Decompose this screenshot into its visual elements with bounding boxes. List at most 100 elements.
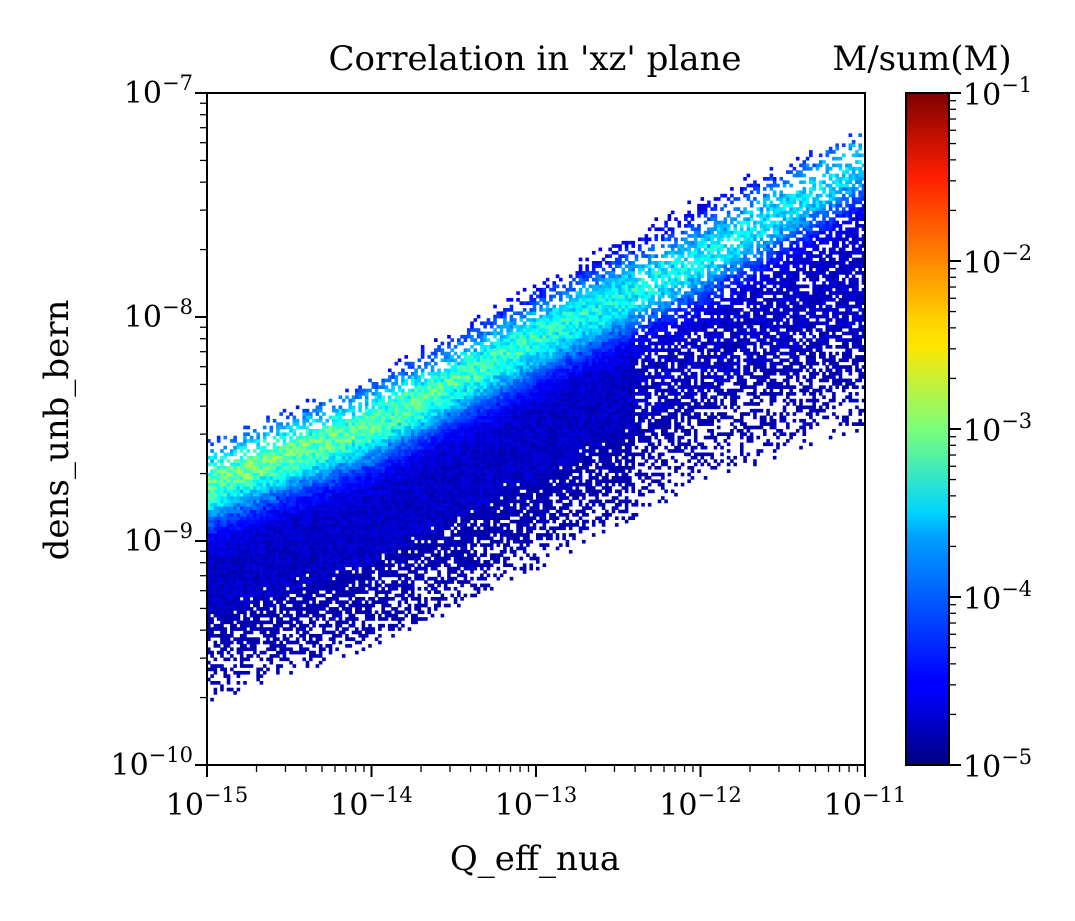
- heatmap-cell: [463, 576, 468, 581]
- heatmap-cell: [434, 603, 438, 608]
- heatmap-cell: [223, 546, 228, 551]
- heatmap-cell: [213, 492, 218, 497]
- heatmap-cell: [285, 519, 290, 524]
- heatmap-cell: [351, 439, 356, 443]
- heatmap-cell: [239, 593, 244, 598]
- heatmap-cell: [361, 496, 366, 500]
- heatmap-cell: [289, 580, 293, 584]
- heatmap-cell: [414, 449, 418, 453]
- heatmap-cell: [443, 499, 448, 504]
- heatmap-cell: [414, 482, 418, 487]
- heatmap-cell: [312, 620, 316, 625]
- heatmap-cell: [312, 533, 316, 537]
- heatmap-cell: [315, 412, 320, 416]
- heatmap-cell: [391, 442, 395, 447]
- heatmap-cell: [338, 583, 343, 588]
- heatmap-cell: [213, 566, 218, 571]
- heatmap-cell: [289, 549, 293, 554]
- heatmap-cell: [401, 580, 405, 584]
- heatmap-cell: [341, 496, 346, 500]
- heatmap-cell: [230, 617, 234, 621]
- heatmap-cell: [443, 405, 448, 410]
- heatmap-cell: [220, 502, 224, 507]
- heatmap-cell: [230, 543, 234, 547]
- heatmap-cell: [322, 607, 326, 611]
- heatmap-cell: [404, 462, 408, 467]
- heatmap-cell: [437, 429, 441, 433]
- heatmap-cell: [371, 486, 376, 490]
- heatmap-cell: [236, 509, 241, 514]
- heatmap-cell: [427, 432, 432, 437]
- heatmap-cell: [236, 476, 241, 480]
- heatmap-cell: [285, 657, 290, 662]
- heatmap-cell: [332, 583, 336, 588]
- heatmap-cell: [410, 361, 415, 366]
- heatmap-cell: [453, 462, 458, 467]
- heatmap-cell: [308, 519, 313, 524]
- heatmap-cell: [335, 546, 339, 551]
- heatmap-cell: [266, 610, 270, 615]
- heatmap-cell: [338, 435, 343, 440]
- heatmap-cell: [239, 492, 244, 497]
- heatmap-cell: [282, 566, 287, 571]
- heatmap-cell: [256, 539, 260, 544]
- heatmap-cell: [351, 455, 356, 460]
- heatmap-cell: [463, 509, 468, 514]
- heatmap-cell: [410, 593, 415, 598]
- heatmap-cell: [233, 593, 237, 598]
- heatmap-cell: [226, 502, 231, 507]
- heatmap-cell: [397, 506, 402, 510]
- heatmap-cell: [318, 570, 323, 574]
- heatmap-cell: [361, 529, 366, 534]
- heatmap-cell: [447, 526, 451, 531]
- heatmap-cell: [292, 546, 297, 551]
- heatmap-cell: [345, 455, 349, 460]
- heatmap-cell: [457, 378, 461, 383]
- heatmap-cell: [355, 435, 359, 440]
- heatmap-cell: [348, 573, 353, 578]
- heatmap-cell: [292, 519, 297, 524]
- heatmap-cell: [226, 549, 231, 554]
- heatmap-cell: [302, 492, 306, 497]
- heatmap-cell: [230, 607, 234, 611]
- heatmap-cell: [285, 499, 290, 504]
- heatmap-cell: [460, 553, 464, 557]
- heatmap-cell: [374, 412, 379, 416]
- heatmap-cell: [355, 586, 359, 591]
- heatmap-cell: [427, 381, 432, 386]
- heatmap-cell: [361, 570, 366, 574]
- heatmap-cell: [437, 432, 441, 437]
- heatmap-cell: [328, 425, 333, 430]
- heatmap-cell: [384, 549, 389, 554]
- heatmap-cell: [460, 492, 464, 497]
- heatmap-cell: [262, 597, 267, 601]
- heatmap-cell: [361, 455, 366, 460]
- heatmap-cell: [328, 439, 333, 443]
- heatmap-cell: [417, 365, 422, 369]
- heatmap-cell: [384, 415, 389, 420]
- heatmap-cell: [338, 499, 343, 504]
- heatmap-cell: [443, 469, 448, 473]
- heatmap-cell: [410, 462, 415, 467]
- heatmap-cell: [424, 502, 428, 507]
- heatmap-cell: [463, 516, 468, 521]
- heatmap-cell: [299, 499, 303, 504]
- heatmap-cell: [453, 516, 458, 521]
- heatmap-cell: [368, 536, 372, 541]
- heatmap-cell: [414, 566, 418, 571]
- heatmap-cell: [312, 496, 316, 500]
- heatmap-cell: [269, 580, 274, 584]
- heatmap-cell: [391, 492, 395, 497]
- heatmap-cell: [420, 432, 425, 437]
- heatmap-cell: [285, 549, 290, 554]
- heatmap-cell: [374, 546, 379, 551]
- heatmap-cell: [230, 620, 234, 625]
- heatmap-cell: [368, 627, 372, 631]
- heatmap-cell: [401, 429, 405, 433]
- heatmap-cell: [305, 603, 310, 608]
- heatmap-cell: [417, 472, 422, 477]
- heatmap-cell: [437, 590, 441, 594]
- heatmap-cell: [355, 617, 359, 621]
- heatmap-cell: [226, 573, 231, 578]
- heatmap-cell: [322, 553, 326, 557]
